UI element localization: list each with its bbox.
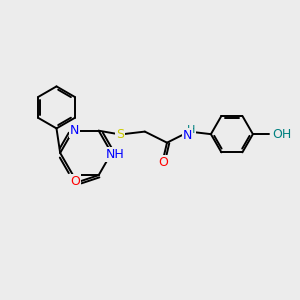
Text: OH: OH bbox=[272, 128, 291, 141]
Text: O: O bbox=[158, 156, 168, 169]
Text: NH: NH bbox=[106, 148, 124, 161]
Text: S: S bbox=[116, 128, 124, 141]
Text: H: H bbox=[187, 125, 195, 135]
Text: N: N bbox=[183, 130, 192, 142]
Text: N: N bbox=[70, 124, 79, 137]
Text: O: O bbox=[70, 175, 80, 188]
